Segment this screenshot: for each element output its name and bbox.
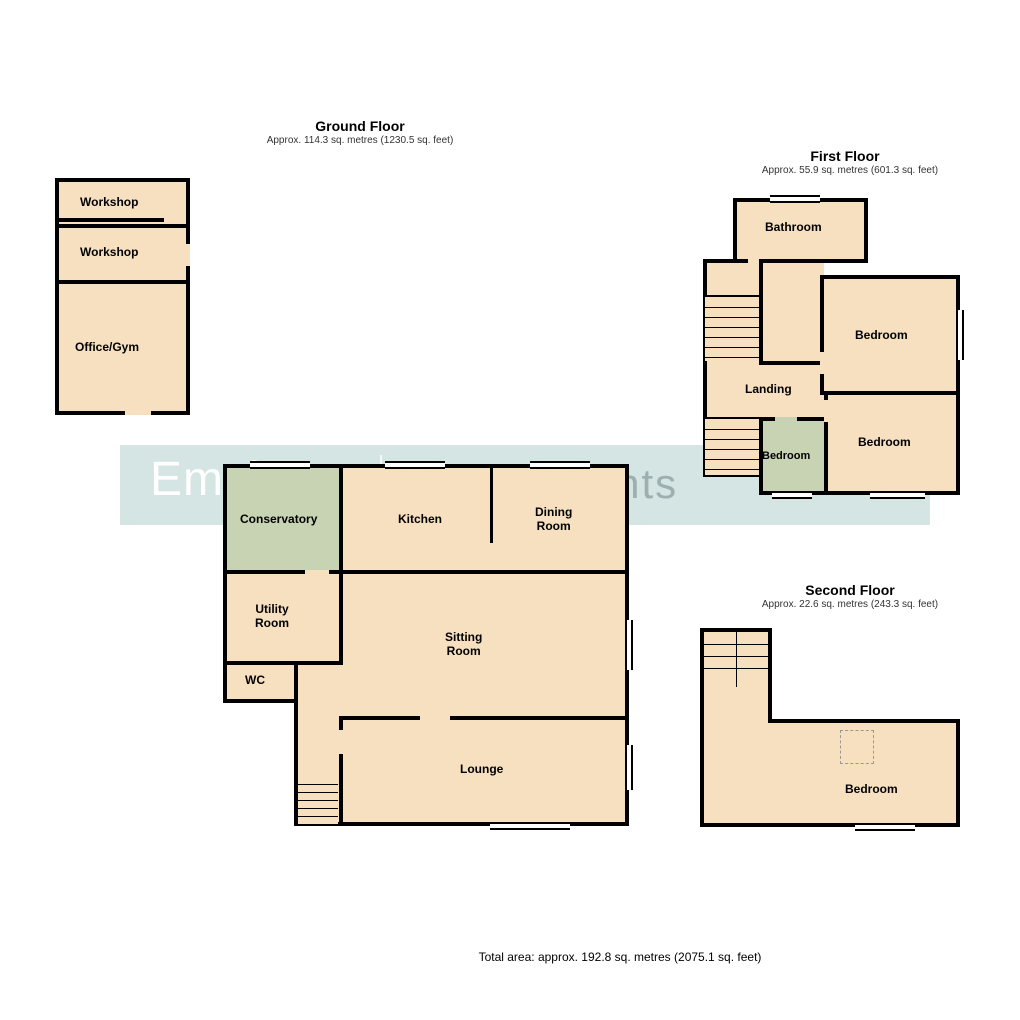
second-merge — [704, 716, 768, 723]
kitchen-label: Kitchen — [398, 512, 442, 526]
sitting-label: Sitting Room — [445, 630, 482, 658]
sitting-window-side — [625, 620, 633, 670]
total-area: Total area: approx. 192.8 sq. metres (20… — [320, 950, 920, 964]
ground-floor-title: Ground Floor — [270, 118, 450, 134]
first-closet — [703, 259, 763, 299]
bedroom-small-door — [775, 417, 797, 421]
bedroom-small-label: Bedroom — [762, 450, 810, 462]
dining-label: Dining Room — [535, 505, 572, 533]
second-window — [855, 823, 915, 831]
first-stairs-down — [703, 417, 763, 477]
second-floor-title: Second Floor — [770, 582, 930, 598]
first-floor-subtitle: Approx. 55.9 sq. metres (601.3 sq. feet) — [740, 165, 960, 176]
lounge-window — [490, 822, 570, 830]
hall-lounge-gap — [339, 730, 343, 754]
second-bedroom — [700, 719, 960, 827]
ground-stairs — [298, 776, 338, 824]
bedroom-br-label: Bedroom — [858, 435, 911, 449]
sitting-room — [339, 570, 629, 720]
bedroom-tr-window — [956, 310, 964, 360]
kitchen-dining-divider — [490, 468, 493, 543]
lounge-sitting-gap — [420, 716, 450, 720]
bathroom-window — [770, 195, 820, 203]
kitchen-window — [385, 461, 445, 469]
utility-door-gap — [305, 570, 329, 574]
bathroom-label: Bathroom — [765, 220, 822, 234]
bedroom-br-door — [824, 400, 828, 422]
second-bedroom-label: Bedroom — [845, 782, 898, 796]
landing-label: Landing — [745, 382, 792, 396]
ground-floor-subtitle: Approx. 114.3 sq. metres (1230.5 sq. fee… — [245, 135, 475, 146]
bedroom-tr-label: Bedroom — [855, 328, 908, 342]
first-stairs-up — [703, 295, 763, 365]
second-stairs — [704, 632, 768, 687]
bedroom-br-window — [870, 491, 925, 499]
loft-hatch — [840, 730, 874, 764]
workshop-bottom-label: Workshop — [80, 245, 138, 259]
bedroom-tr-door — [820, 352, 824, 374]
first-right-top — [759, 259, 824, 365]
office-door-gap — [125, 411, 151, 415]
hall-sitting-gap — [339, 680, 343, 704]
conservatory-window-top — [250, 461, 310, 469]
lounge-label: Lounge — [460, 762, 503, 776]
kitchen-dining-shell — [339, 464, 629, 574]
workshop-door-gap — [186, 244, 190, 266]
dining-window — [530, 461, 590, 469]
workshop-divider — [59, 218, 164, 222]
second-floor-subtitle: Approx. 22.6 sq. metres (243.3 sq. feet) — [745, 599, 955, 610]
lounge-window-side — [625, 745, 633, 790]
utility-label: Utility Room — [255, 602, 289, 630]
wc-label: WC — [245, 673, 265, 687]
office-gym-label: Office/Gym — [75, 340, 139, 354]
conservatory-label: Conservatory — [240, 512, 317, 526]
workshop-top-label: Workshop — [80, 195, 138, 209]
bedroom-small-window — [772, 491, 812, 499]
first-floor-title: First Floor — [775, 148, 915, 164]
floorplan-canvas: Emsleys estate agents Ground Floor Appro… — [0, 0, 1020, 1020]
